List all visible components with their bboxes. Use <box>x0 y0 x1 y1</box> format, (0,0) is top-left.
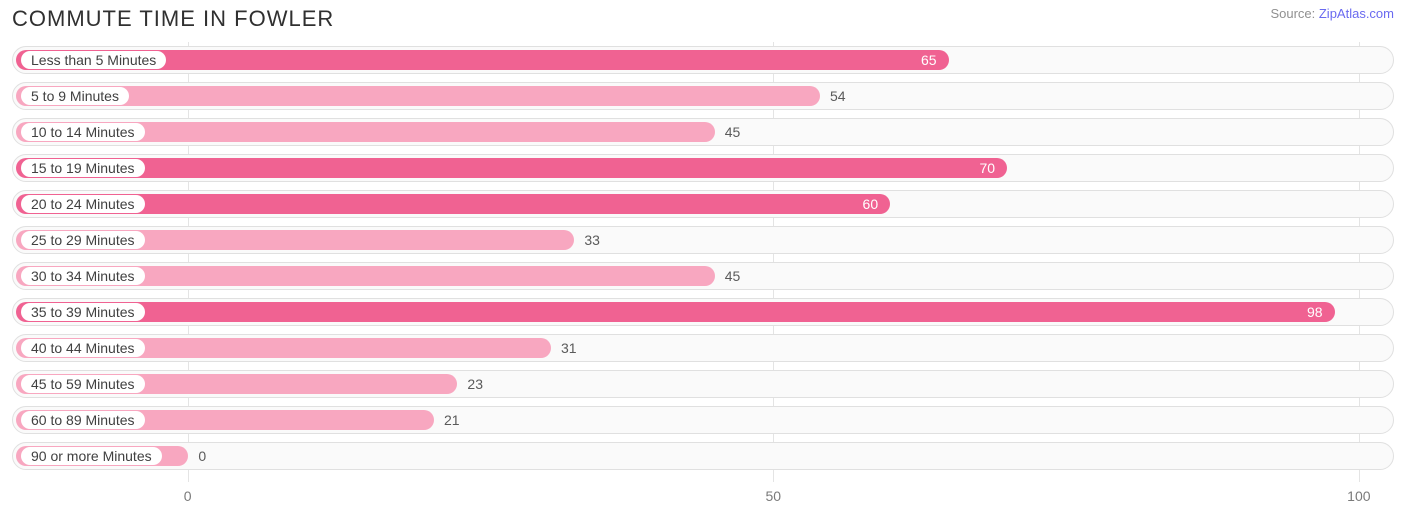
bar-value-label: 70 <box>980 155 996 181</box>
bar-row: 5 to 9 Minutes 54 <box>12 82 1394 110</box>
bar-category-label: 45 to 59 Minutes <box>21 375 145 393</box>
bar-value-label: 60 <box>863 191 879 217</box>
bar-value-label: 45 <box>725 263 741 289</box>
bar-series: Less than 5 Minutes 65 5 to 9 Minutes 54 10 … <box>12 42 1394 470</box>
chart-header: COMMUTE TIME IN FOWLER Source: ZipAtlas.… <box>12 6 1394 38</box>
bar-category-label: Less than 5 Minutes <box>21 51 166 69</box>
x-axis-tick: 0 <box>184 488 192 504</box>
bar-category-label: 15 to 19 Minutes <box>21 159 145 177</box>
bar-value-label: 0 <box>198 443 206 469</box>
bar-row: 15 to 19 Minutes 70 <box>12 154 1394 182</box>
bar-category-label: 60 to 89 Minutes <box>21 411 145 429</box>
bar-fill <box>16 194 890 214</box>
source-prefix: Source: <box>1270 6 1318 21</box>
chart-source: Source: ZipAtlas.com <box>1270 6 1394 21</box>
bar-fill <box>16 158 1007 178</box>
bar-value-label: 98 <box>1307 299 1323 325</box>
bar-value-label: 54 <box>830 83 846 109</box>
bar-category-label: 25 to 29 Minutes <box>21 231 145 249</box>
bar-category-label: 40 to 44 Minutes <box>21 339 145 357</box>
bar-value-label: 33 <box>584 227 600 253</box>
bar-value-label: 31 <box>561 335 577 361</box>
bar-value-label: 21 <box>444 407 460 433</box>
bar-category-label: 10 to 14 Minutes <box>21 123 145 141</box>
x-axis-tick: 50 <box>765 488 781 504</box>
bar-category-label: 35 to 39 Minutes <box>21 303 145 321</box>
plot-area: Less than 5 Minutes 65 5 to 9 Minutes 54 10 … <box>12 42 1394 482</box>
bar-category-label: 20 to 24 Minutes <box>21 195 145 213</box>
bar-row: 90 or more Minutes 0 <box>12 442 1394 470</box>
source-link[interactable]: ZipAtlas.com <box>1319 6 1394 21</box>
bar-row: 35 to 39 Minutes 98 <box>12 298 1394 326</box>
bar-value-label: 23 <box>467 371 483 397</box>
bar-row: Less than 5 Minutes 65 <box>12 46 1394 74</box>
bar-row: 20 to 24 Minutes 60 <box>12 190 1394 218</box>
bar-category-label: 90 or more Minutes <box>21 447 162 465</box>
bar-fill <box>16 302 1335 322</box>
chart-title: COMMUTE TIME IN FOWLER <box>12 6 334 32</box>
bar-fill <box>16 86 820 106</box>
bar-value-label: 45 <box>725 119 741 145</box>
chart-container: COMMUTE TIME IN FOWLER Source: ZipAtlas.… <box>0 0 1406 522</box>
x-axis: 0 50 100 <box>12 484 1394 512</box>
bar-row: 40 to 44 Minutes 31 <box>12 334 1394 362</box>
bar-row: 60 to 89 Minutes 21 <box>12 406 1394 434</box>
x-axis-tick: 100 <box>1347 488 1370 504</box>
bar-row: 30 to 34 Minutes 45 <box>12 262 1394 290</box>
bar-value-label: 65 <box>921 47 937 73</box>
bar-row: 10 to 14 Minutes 45 <box>12 118 1394 146</box>
bar-category-label: 5 to 9 Minutes <box>21 87 129 105</box>
bar-row: 45 to 59 Minutes 23 <box>12 370 1394 398</box>
bar-row: 25 to 29 Minutes 33 <box>12 226 1394 254</box>
bar-category-label: 30 to 34 Minutes <box>21 267 145 285</box>
